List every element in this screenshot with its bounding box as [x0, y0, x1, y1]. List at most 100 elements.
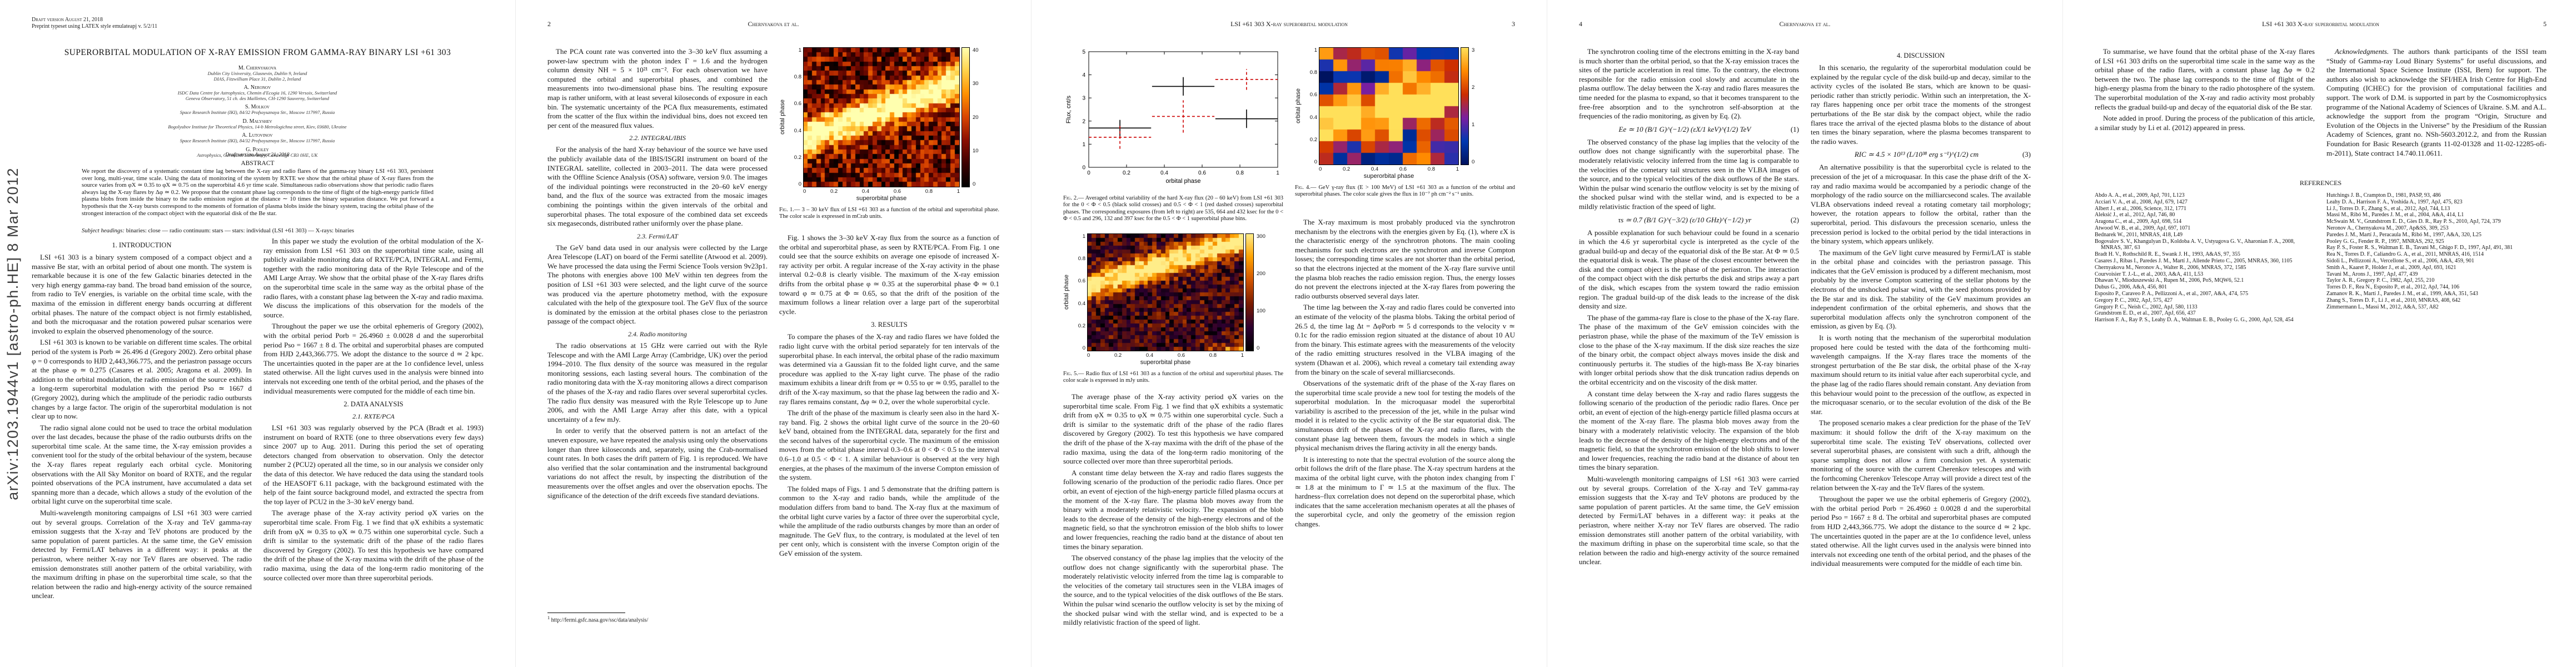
paragraph: For the analysis of the hard X-ray behav… [547, 145, 768, 228]
subsection-heading-integral: 2.2. INTEGRAL/IBIS [629, 134, 686, 142]
abstract-heading: ABSTRACT [241, 160, 275, 167]
page-2: 2 Chernyakova et al. The PCA count rate … [516, 0, 1032, 667]
tick-label: 0.4 [861, 188, 870, 195]
svg-text:0.6: 0.6 [1198, 170, 1206, 176]
tick-label: 1 [1314, 47, 1317, 53]
footnote-marker: 1 [547, 615, 550, 620]
paragraph: Observations of the systematic drift of … [1295, 379, 1515, 452]
author-affiliation: Geneva Observatory, 51 ch. des Maillette… [185, 95, 330, 101]
figure-5-label: Fig. 5.— [1063, 371, 1084, 377]
figure-1-y-axis-label: orbital phase [779, 99, 786, 135]
references-column-left: Abdo A. A., et al., 2009, ApJ, 701, L123… [2095, 192, 2315, 376]
tick-label: 0.2 [794, 154, 801, 161]
page-5: 5 LSI +61 303 X-ray superorbital modulat… [2063, 0, 2576, 667]
tick-label: 3 [1472, 47, 1475, 53]
tick-label: 0 [1257, 345, 1260, 351]
author-affiliation: Dublin City University, Glasnevin, Dubli… [207, 71, 307, 76]
ref-label: Abdo A. A., et al., 2009, ApJ, 701, L123 [2095, 192, 2185, 198]
tick-label: 0 [1087, 352, 1090, 359]
tick-label: 0.8 [794, 74, 801, 81]
svg-text:5: 5 [1082, 49, 1085, 56]
paragraph: A possible explanation for such behaviou… [1579, 228, 1799, 311]
ref-label: Bogovalov S. V., Khangulyan D., Koldoba … [2095, 238, 2295, 251]
ref-label: Ray P. S., Foster R. S., Waltman E. B., … [2326, 245, 2513, 251]
paper-title: SUPERORBITAL MODULATION OF X-RAY EMISSIO… [64, 48, 451, 57]
footnote-text: 1 http://fermi.gsfc.nasa.gov/ssc/data/an… [547, 615, 768, 624]
date-line: Draft version August 21, 2018 [225, 152, 290, 158]
svg-text:3: 3 [1082, 96, 1085, 102]
paragraph: Multi-wavelength monitoring campaigns of… [1579, 474, 1799, 566]
paragraph: In this paper we study the evolution of … [263, 237, 484, 319]
page-3: 3 LSI +61 303 X-ray superorbital modulat… [1032, 0, 1547, 667]
acknowledgments: Acknowledgments. The authors thank parti… [2326, 47, 2547, 192]
tick-label: 1 [1240, 352, 1244, 359]
ref-label: Bradt H. V., Rothschild R. E., Swank J. … [2095, 251, 2240, 258]
tick-label: 0.6 [893, 188, 901, 195]
subject-headings: Subject headings: binaries: close — radi… [82, 227, 434, 235]
page2-column-right: Fig. 1 shows the 3–30 keV X-ray flux fro… [779, 233, 999, 644]
ref-label: Acciari V. A., et al., 2008, ApJ, 679, 1… [2095, 198, 2188, 205]
paragraph: It is interesting to note that the spect… [1295, 455, 1515, 528]
svg-text:0.4: 0.4 [1160, 170, 1168, 176]
figure-5-plot-area: orbital phase 1 0.8 0.6 0.4 0.2 0 300 200 100 0 [1063, 233, 1283, 351]
ref-label: Chernyakova M., Neronov A., Walter R., 2… [2095, 264, 2246, 271]
ref-label: Dhawan V., Mioduszewski A., Rupen M., 20… [2095, 277, 2244, 284]
paragraph: The proposed scenario makes a clear pred… [1811, 419, 2031, 492]
page3-column-left: The average phase of the X-ray activity … [1063, 392, 1283, 644]
ref-label: Dubus G., 2006, A&A, 456, 801 [2095, 284, 2168, 291]
ref-label: Zimmermann L., Massi M., 2012, A&A, 537,… [2326, 303, 2439, 310]
ref-label: Grundstrom E. D., et al., 2007, ApJ, 656… [2095, 310, 2196, 317]
acknowledgments-label: Acknowledgments. [2335, 47, 2389, 56]
author-affiliation: Space Research Institute (IKI), 84/32 Pr… [180, 138, 335, 143]
figure-1-heatmap [803, 47, 960, 187]
equation-formula: Ee ≃ 10 (B/1 G)^(−1/2) (εX/1 keV)^(1/2) … [1618, 125, 1751, 133]
figure-4-caption-text: GeV γ-ray flux (E > 100 MeV) of LSI +61 … [1295, 185, 1516, 198]
ref-label: Aragona C., et al., 2009, ApJ, 698, 514 [2095, 218, 2182, 225]
tick-label: 100 [1257, 308, 1265, 314]
tick-label: 0 [1472, 159, 1475, 165]
tick-label: 0.4 [794, 127, 801, 134]
ref-label: Massi M., Ribó M., Paredes J. M., et al.… [2326, 212, 2464, 218]
references-column-right: Hutchings J. B., Crampton D., 1981, PASP… [2326, 192, 2547, 376]
tick-label: 0.6 [1078, 278, 1085, 285]
tick-label: 0 [1319, 166, 1322, 172]
paragraph: In order to verify that the observed pat… [547, 426, 768, 500]
tick-label: 1 [956, 188, 960, 195]
paragraph: A constant time delay between the X-ray … [1579, 389, 1799, 472]
figure-1-x-axis-label: superorbital phase [856, 195, 907, 202]
arxiv-stamp-text: arXiv:1203.1944v1 [astro-ph.HE] 8 Mar 20… [4, 167, 21, 500]
page-1: Draft version August 21, 2018 Preprint t… [0, 0, 516, 667]
figure-1-plot-area: orbital phase 1 0.8 0.6 0.4 0.2 0 40 30 20 10 0 [779, 47, 999, 187]
figure-4-heatmap [1319, 47, 1459, 165]
tick-label: 0.6 [1399, 166, 1407, 172]
running-head: LSI +61 303 X-ray superorbital modulatio… [2262, 20, 2379, 28]
running-head: Chernyakova et al. [1779, 20, 1831, 28]
figure-1: orbital phase 1 0.8 0.6 0.4 0.2 0 40 30 20 10 0 0… [779, 47, 999, 221]
figure-1-caption: Fig. 1.— 3 – 30 keV flux of LSI +61 303 … [779, 207, 999, 221]
footnote: 1 http://fermi.gsfc.nasa.gov/ssc/data/an… [547, 613, 768, 624]
ref-label: Esposito P., Caraveo P. A., Pellizzoni A… [2095, 290, 2249, 297]
tick-label: 0.8 [1427, 166, 1435, 172]
tick-label: 0.2 [1343, 166, 1351, 172]
figure-5-caption: Fig. 5.— Radio flux of LSI +61 303 as a … [1063, 371, 1283, 385]
ref-label: McSwain M. V., Grundstrom E. D., Gies D.… [2326, 218, 2501, 225]
paragraph: The PCA count rate was converted into th… [547, 47, 768, 130]
figure-5-colorbar-ticks: 300 200 100 0 [1255, 233, 1273, 351]
svg-text:orbital phase: orbital phase [1166, 178, 1201, 185]
tick-label: 30 [973, 81, 979, 87]
page-number: 5 [2543, 20, 2547, 28]
svg-text:0.8: 0.8 [1236, 170, 1244, 176]
ref-label: Paredes J. M., Martí J., Peracaula M., R… [2326, 231, 2482, 238]
figure-1-y-ticks: 1 0.8 0.6 0.4 0.2 0 [788, 47, 801, 187]
ref-label: Zhang S., Torres D. F., Li J., et al., 2… [2326, 297, 2461, 303]
paragraph: The X-ray maximum is most probably produ… [1295, 218, 1515, 300]
equation-formula: τs ≃ 0.7 (B/1 G)^(−3/2) (ε/10 GHz)^(−1/2… [1618, 215, 1752, 224]
preprint-line: Preprint typeset using LATEX style emula… [32, 23, 158, 29]
paragraph: The time lag between the X-ray and radio… [1295, 303, 1515, 376]
tick-label: 1 [1082, 233, 1085, 240]
subsection-heading-radio: 2.4. Radio monitoring [627, 330, 687, 339]
ref-label: Albert J., et al., 2006, Science, 312, 1… [2095, 205, 2186, 212]
page4-column-right: 4. DISCUSSION In this scenario, the regu… [1811, 47, 2031, 644]
tick-label: 0.4 [1078, 300, 1085, 307]
paragraph: The phase of the gamma-ray flare is clos… [1579, 313, 1799, 386]
